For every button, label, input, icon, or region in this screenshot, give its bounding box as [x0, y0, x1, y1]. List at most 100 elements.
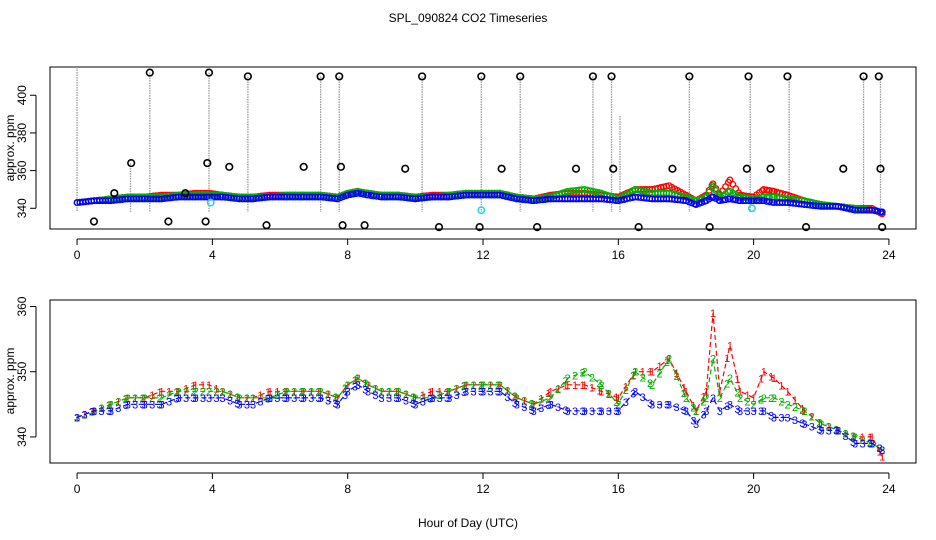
series-1-marker: 1 [106, 400, 112, 412]
top-y-tick-label: 360 [15, 160, 29, 180]
series-1-marker: 1 [734, 374, 740, 386]
outlier-point [874, 72, 883, 81]
outlier-point [668, 164, 677, 173]
series-2-marker: 2 [869, 438, 875, 450]
series-1-marker: 1 [446, 386, 452, 398]
series-3-marker: 3 [446, 393, 452, 405]
series-2-marker: 2 [173, 387, 179, 399]
series-3-marker: 3 [690, 415, 696, 427]
series-2-marker: 2 [74, 412, 80, 424]
series-1-marker: 1 [190, 381, 196, 393]
series-1-marker: 1 [572, 380, 578, 392]
series-2-marker: 2 [693, 406, 699, 418]
series-1-marker: 1 [427, 387, 433, 399]
series-3-marker: 3 [403, 396, 409, 408]
series-2-marker: 2 [420, 393, 426, 405]
series-2-marker: 2 [192, 386, 198, 398]
outlier-point [201, 217, 210, 226]
series-3-marker: 3 [362, 385, 368, 397]
series-1-marker: 1 [630, 370, 636, 382]
series-2-marker: 2 [717, 393, 723, 405]
series-2-marker: 2 [690, 402, 696, 414]
series-1-marker: 1 [717, 386, 723, 398]
series-1-marker: 1 [768, 372, 774, 384]
series-2-marker: 2 [393, 386, 399, 398]
series-1-marker: 1 [778, 380, 784, 392]
series-3-marker: 3 [546, 400, 552, 412]
outlier-point [516, 72, 525, 81]
series-1-marker: 1 [98, 403, 104, 415]
outlier-point [316, 72, 325, 81]
series-1-marker: 1 [683, 386, 689, 398]
series-3-marker: 3 [342, 390, 348, 402]
series-1-marker: 1 [250, 393, 256, 405]
series-2-marker: 2 [234, 392, 240, 404]
series-1-marker: 1 [386, 386, 392, 398]
outlier-point [876, 164, 885, 173]
series-2-marker: 2 [299, 386, 305, 398]
series-3-marker: 3 [495, 386, 501, 398]
series-1-marker: 1 [395, 386, 401, 398]
series-3-point [200, 193, 208, 201]
series-3-marker: 3 [833, 425, 839, 437]
series-1-marker: 1 [495, 380, 501, 392]
series-1-marker: 1 [784, 386, 790, 398]
series-1-marker: 1 [372, 383, 378, 395]
series-3-marker: 3 [365, 386, 371, 398]
outlier-point [571, 164, 581, 173]
bottom-x-tick-label: 20 [747, 482, 761, 496]
series-3-marker: 3 [108, 406, 114, 418]
bottom-series: 1 1 11 1 11 1 11 1 11 1 11 1 11 1 11 1 1 1 1 1 11 1 1 1 11 1 11 1 11… [74, 308, 885, 464]
bottom-ylabel: approx. ppm [3, 348, 17, 415]
outlier-point [783, 72, 792, 81]
series-3-marker: 3 [372, 390, 378, 402]
outlier-point [110, 189, 119, 198]
series-3-marker: 3 [504, 392, 510, 404]
series-3-marker: 3 [429, 393, 435, 405]
outlier-point [127, 158, 136, 168]
series-2-marker: 2 [596, 378, 602, 390]
series-1-marker: 1 [487, 380, 493, 392]
outlier-point [338, 221, 347, 230]
series-1-marker: 1 [843, 428, 849, 440]
series-1-marker: 1 [149, 390, 155, 402]
series-3-marker: 3 [727, 399, 733, 411]
series-2-marker: 2 [801, 406, 807, 418]
series-1-marker: 1 [826, 422, 832, 434]
series-3-point [360, 190, 368, 198]
series-2-marker: 2 [213, 386, 219, 398]
series-1-marker: 1 [301, 386, 307, 398]
series-3-marker: 3 [758, 406, 764, 418]
series-3-marker: 3 [681, 405, 687, 417]
series-3-marker: 3 [81, 410, 87, 422]
series-1-marker: 1 [529, 399, 535, 411]
series-1-marker: 1 [362, 378, 368, 390]
series-1-marker: 1 [690, 401, 696, 413]
series-3-marker: 3 [615, 406, 621, 418]
series-2-marker: 2 [758, 395, 764, 407]
series-2-marker: 2 [244, 393, 250, 405]
series-1-marker: 1 [108, 399, 114, 411]
series-1-marker: 1 [125, 393, 131, 405]
series-3-marker: 3 [282, 393, 288, 405]
series-2-marker: 2 [301, 386, 307, 398]
series-1-marker: 1 [355, 373, 361, 385]
series-2-marker: 2 [91, 406, 97, 418]
series-3-marker: 3 [463, 386, 469, 398]
series-3-marker: 3 [606, 406, 612, 418]
series-2-marker: 2 [227, 389, 233, 401]
series-2-marker: 2 [640, 373, 646, 385]
outlier-point [475, 223, 484, 232]
series-3-marker: 3 [308, 393, 314, 405]
series-2-marker: 2 [308, 386, 314, 398]
series-3-marker: 3 [301, 393, 307, 405]
series-3-marker: 3 [316, 393, 322, 405]
outlier-point [685, 72, 694, 81]
series-3-marker: 3 [291, 393, 297, 405]
series-3-marker: 3 [157, 399, 163, 411]
series-3-marker: 3 [867, 438, 873, 450]
series-2-marker: 2 [125, 393, 131, 405]
series-2-marker: 2 [166, 390, 172, 402]
series-3-marker: 3 [572, 406, 578, 418]
series-2-marker: 2 [265, 393, 271, 405]
